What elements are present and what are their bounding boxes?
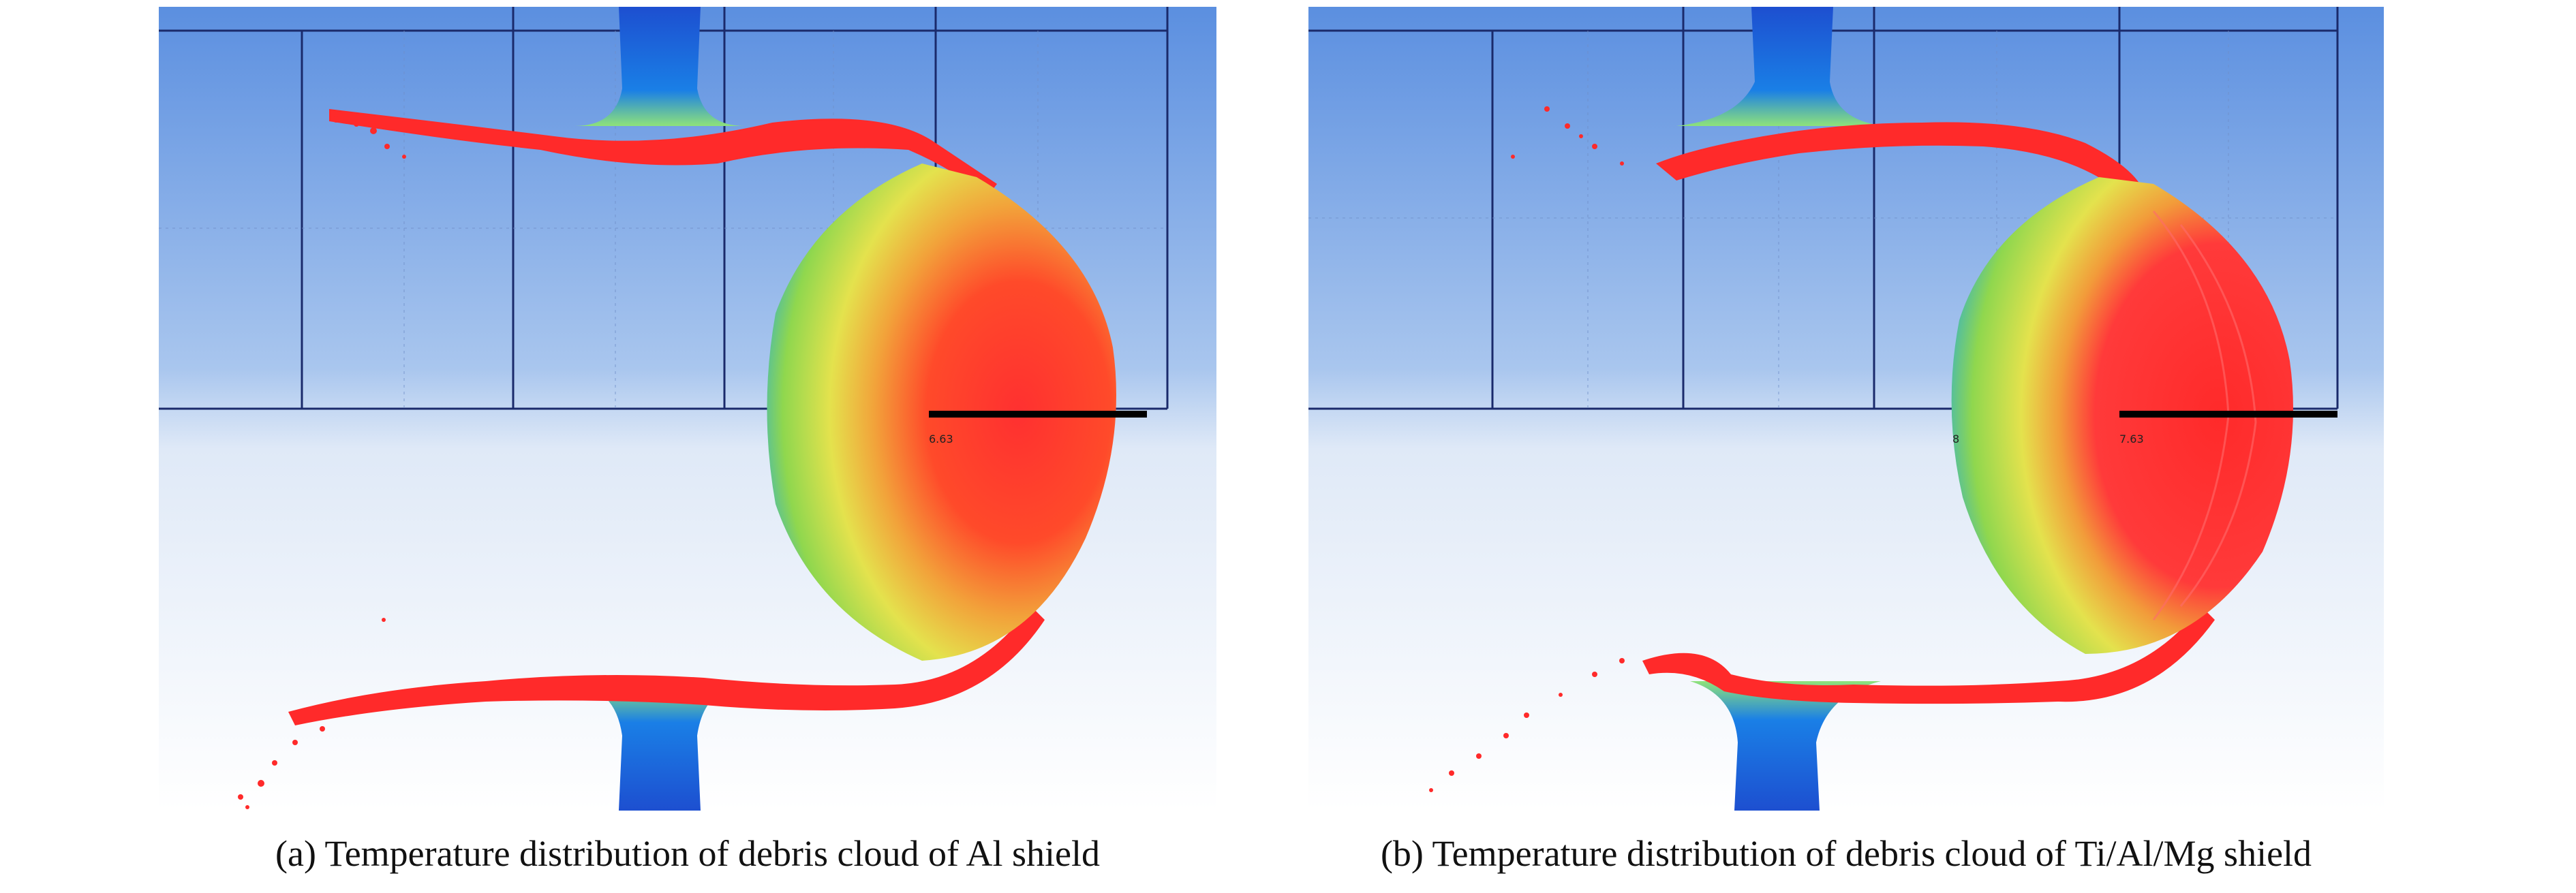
figure-panel-b: 8 7.63: [1308, 7, 2384, 811]
scale-label-b-right: 7.63: [2119, 433, 2144, 445]
debris-cloud-image-b: 8 7.63: [1308, 7, 2384, 811]
scale-label-b-left: 8: [1952, 433, 1959, 445]
caption-a: (a) Temperature distribution of debris c…: [275, 833, 1100, 874]
shield-bottom: [574, 685, 745, 811]
scale-bar: [929, 411, 1147, 418]
shield-top: [574, 7, 745, 126]
scale-bar: [2119, 411, 2337, 418]
debris-band-lower: [288, 606, 1045, 725]
scale-label-a: 6.63: [929, 433, 953, 445]
caption-b: (b) Temperature distribution of debris c…: [1380, 833, 2312, 874]
debris-band-upper: [1656, 122, 2140, 198]
debris-cloud-image-a: 6.63: [159, 7, 1216, 811]
figure-panel-a: 6.63: [159, 7, 1216, 811]
shield-top: [1676, 7, 1888, 126]
debris-band-upper: [329, 109, 997, 198]
shield-bottom: [1690, 681, 1881, 811]
